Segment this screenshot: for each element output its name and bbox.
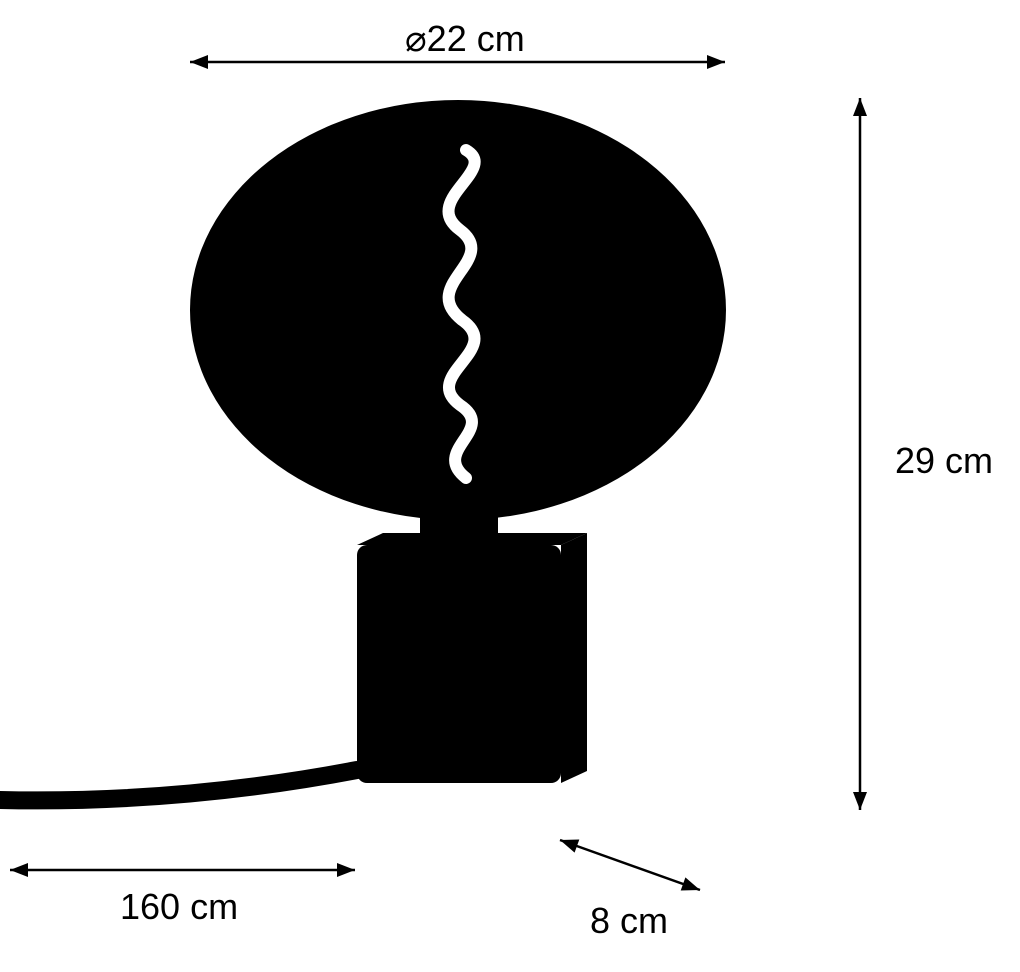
- dim-top-diameter-label: ⌀22 cm: [405, 18, 525, 60]
- dim-base-depth: [560, 839, 700, 890]
- dim-height: [853, 98, 867, 810]
- dim-height-label: 29 cm: [895, 440, 993, 482]
- dim-base-depth-label: 8 cm: [590, 900, 668, 942]
- power-cable: [0, 770, 357, 800]
- lamp-base-side: [561, 533, 587, 783]
- product-drawing: [0, 0, 1020, 972]
- dim-cord-length: [10, 863, 355, 877]
- dim-cord-length-label: 160 cm: [120, 886, 238, 928]
- lamp-base-front: [357, 545, 561, 783]
- diagram-stage: ⌀22 cm 29 cm 160 cm 8 cm: [0, 0, 1020, 972]
- lamp-silhouette: [0, 100, 726, 800]
